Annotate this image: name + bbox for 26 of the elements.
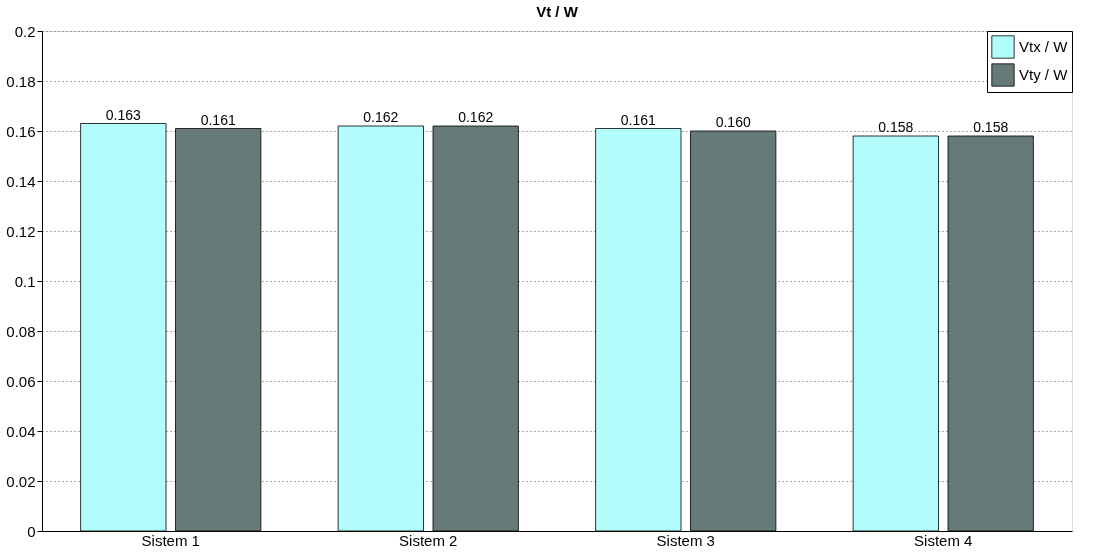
data-label: 0.161 — [200, 111, 236, 128]
x-tick-label: Sistem 2 — [399, 531, 458, 549]
y-tick-label: 0.08 — [6, 322, 36, 340]
data-label: 0.158 — [973, 119, 1009, 135]
data-label: 0.162 — [458, 109, 494, 125]
y-tick-label: 0.1 — [14, 272, 36, 290]
data-label: 0.161 — [620, 111, 657, 128]
y-tick-label: 0.06 — [6, 372, 36, 390]
data-label: 0.158 — [878, 119, 914, 135]
y-tick-label: 0.18 — [6, 72, 36, 90]
y-tick-label: 0.02 — [6, 472, 36, 490]
y-tick-label: 0.04 — [6, 422, 36, 440]
data-label: 0.163 — [105, 106, 142, 123]
chart-title: Vt / W — [536, 3, 579, 20]
y-tick-label: 0.14 — [6, 172, 36, 190]
y-tick-label: 0.16 — [6, 122, 36, 140]
y-tick-label: 0 — [27, 522, 36, 540]
y-tick-label: 0.2 — [14, 22, 36, 40]
x-tick-label: Sistem 4 — [914, 531, 973, 549]
x-tick-label: Sistem 3 — [656, 531, 715, 549]
data-label: 0.162 — [363, 109, 399, 125]
legend-label: Vtx / W — [1019, 38, 1069, 55]
y-tick-label: 0.12 — [6, 222, 36, 240]
legend-label: Vty / W — [1019, 66, 1069, 83]
data-label: 0.160 — [715, 114, 751, 130]
x-tick-label: Sistem 1 — [141, 531, 200, 549]
